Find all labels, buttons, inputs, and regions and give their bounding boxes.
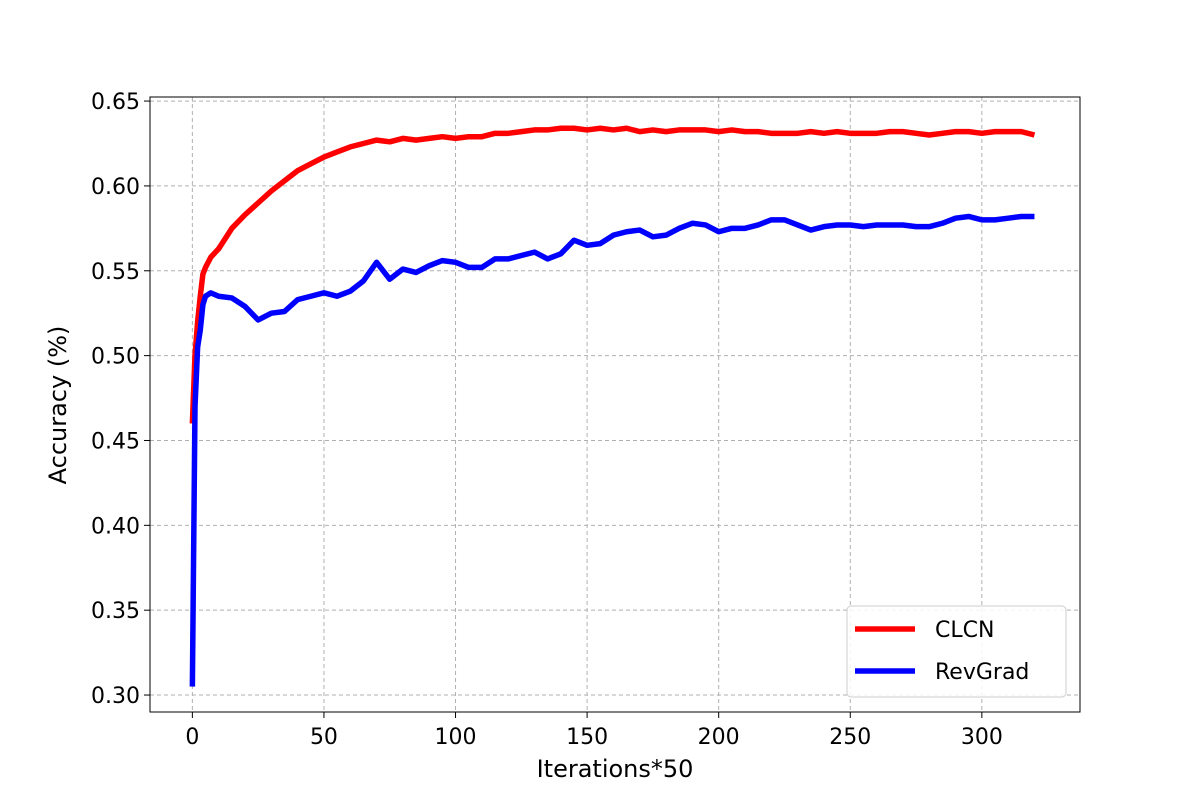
legend-label: CLCN — [935, 618, 994, 643]
x-axis-label: Iterations*50 — [537, 755, 694, 783]
x-tick-label: 300 — [961, 725, 1003, 750]
y-tick-label: 0.40 — [91, 514, 140, 539]
y-tick-label: 0.55 — [91, 260, 140, 285]
x-tick-label: 200 — [698, 725, 740, 750]
x-tick-label: 150 — [566, 725, 608, 750]
legend-label: RevGrad — [935, 660, 1029, 685]
y-tick-label: 0.35 — [91, 599, 140, 624]
y-axis-label: Accuracy (%) — [44, 326, 72, 485]
data-line — [189, 125, 1036, 424]
data-line — [189, 213, 1035, 687]
legend: CLCN RevGrad — [846, 605, 1067, 698]
y-tick-label: 0.60 — [91, 175, 140, 200]
y-tick-label: 0.65 — [91, 90, 140, 115]
x-tick-label: 250 — [829, 725, 871, 750]
plot-frame — [149, 96, 1081, 713]
y-tick-label: 0.45 — [91, 429, 140, 454]
x-tick-label: 100 — [435, 725, 477, 750]
x-tick-label: 50 — [310, 725, 338, 750]
x-tick-label: 0 — [185, 725, 199, 750]
y-tick-label: 0.30 — [91, 684, 140, 709]
y-tick-label: 0.50 — [91, 345, 140, 370]
